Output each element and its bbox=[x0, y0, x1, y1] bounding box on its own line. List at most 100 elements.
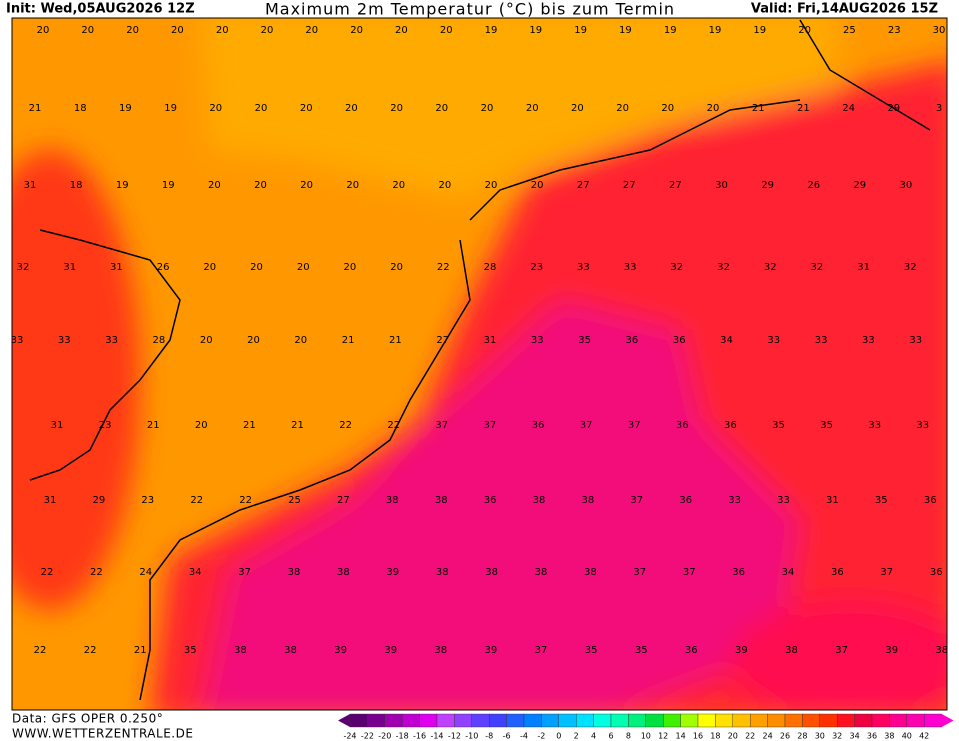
temperature-value: 36 bbox=[484, 495, 497, 506]
temperature-value: 21 bbox=[342, 335, 355, 346]
temperature-value: 36 bbox=[724, 420, 737, 431]
temperature-value: 19 bbox=[664, 25, 677, 36]
legend-tick-label: -4 bbox=[520, 732, 528, 741]
temperature-value: 37 bbox=[683, 567, 696, 578]
temperature-value: 33 bbox=[577, 262, 590, 273]
legend-swatch bbox=[819, 713, 838, 728]
temperature-value: 38 bbox=[584, 567, 597, 578]
temperature-value: 33 bbox=[868, 420, 881, 431]
temperature-value: 39 bbox=[386, 567, 399, 578]
temperature-value: 21 bbox=[291, 420, 304, 431]
temperature-value: 22 bbox=[34, 645, 47, 656]
temperature-value: 27 bbox=[623, 180, 636, 191]
legend-swatch bbox=[697, 713, 716, 728]
temperature-value: 20 bbox=[195, 420, 208, 431]
temperature-value: 38 bbox=[535, 567, 548, 578]
color-legend: -24 -22 -20 -18 -16 -14 -12 -10 -8 -6 -4 -2 0 2 4 6 8 10 1… bbox=[338, 713, 954, 741]
temperature-value: 38 bbox=[288, 567, 301, 578]
temperature-value: 20 bbox=[798, 25, 811, 36]
legend-swatch bbox=[906, 713, 925, 728]
temperature-value: 32 bbox=[17, 262, 30, 273]
temperature-value: 26 bbox=[157, 262, 170, 273]
temperature-value: 20 bbox=[254, 180, 267, 191]
legend-swatch bbox=[367, 713, 385, 728]
temperature-value: 20 bbox=[435, 103, 448, 114]
legend-tick-label: 38 bbox=[884, 732, 894, 741]
temperature-value: 22 bbox=[84, 645, 97, 656]
temperature-value: 25 bbox=[843, 25, 856, 36]
temperature-value: 33 bbox=[531, 335, 544, 346]
temperature-value: 38 bbox=[337, 567, 350, 578]
temperature-value: 20 bbox=[200, 335, 213, 346]
temperature-value: 38 bbox=[582, 495, 595, 506]
temperature-value: 33 bbox=[767, 335, 780, 346]
temperature-value: 32 bbox=[717, 262, 730, 273]
legend-tick-label: 12 bbox=[658, 732, 668, 741]
temperature-value: 20 bbox=[216, 25, 229, 36]
legend-swatch bbox=[402, 713, 420, 728]
temperature-value: 20 bbox=[208, 180, 221, 191]
temperature-value: 20 bbox=[526, 103, 539, 114]
temperature-value: 22 bbox=[339, 420, 352, 431]
legend-swatch bbox=[750, 713, 768, 728]
legend-swatch bbox=[593, 713, 612, 728]
temperature-value: 20 bbox=[707, 103, 720, 114]
legend-swatch bbox=[715, 713, 734, 728]
legend-swatch bbox=[576, 713, 594, 728]
legend-swatch bbox=[436, 713, 455, 728]
legend-swatch bbox=[541, 713, 560, 728]
temperature-value: 20 bbox=[440, 25, 453, 36]
legend-tick-label: -16 bbox=[413, 732, 426, 741]
temperature-value: 33 bbox=[862, 335, 875, 346]
temperature-value: 36 bbox=[532, 420, 545, 431]
legend-tick-label: 2 bbox=[574, 732, 579, 741]
temperature-value: 27 bbox=[436, 335, 449, 346]
legend-tick-label: 22 bbox=[745, 732, 755, 741]
temperature-value: 33 bbox=[909, 335, 922, 346]
temperature-value: 20 bbox=[300, 103, 313, 114]
temperature-value: 19 bbox=[529, 25, 542, 36]
legend-tick-label: -6 bbox=[503, 732, 511, 741]
legend-tick-label: 28 bbox=[797, 732, 807, 741]
legend-swatch bbox=[680, 713, 699, 728]
temperature-value: 20 bbox=[247, 335, 260, 346]
temperature-value: 20 bbox=[531, 180, 544, 191]
valid-label: Valid: Fri,14AUG2026 15Z bbox=[751, 2, 938, 17]
legend-tick-label: -20 bbox=[378, 732, 391, 741]
temperature-value: 24 bbox=[842, 103, 855, 114]
temperature-value: 32 bbox=[670, 262, 683, 273]
temperature-value: 35 bbox=[585, 645, 598, 656]
legend-swatch bbox=[837, 713, 855, 728]
temperature-value: 38 bbox=[386, 495, 399, 506]
temperature-value: 20 bbox=[616, 103, 629, 114]
legend-tick-label: 42 bbox=[919, 732, 929, 741]
legend-arrow-high bbox=[941, 714, 954, 727]
temperature-value: 20 bbox=[297, 262, 310, 273]
map-title: Maximum 2m Temperatur (°C) bis zum Termi… bbox=[265, 0, 675, 19]
legend-swatch bbox=[628, 713, 647, 728]
temperature-value: 33 bbox=[624, 262, 637, 273]
temperature-value: 37 bbox=[835, 645, 848, 656]
legend-swatch bbox=[471, 713, 490, 728]
legend-swatch bbox=[384, 713, 403, 728]
temperature-value: 30 bbox=[715, 180, 728, 191]
legend-swatch bbox=[489, 713, 507, 728]
temperature-value: 36 bbox=[831, 567, 844, 578]
temperature-value: 38 bbox=[935, 645, 948, 656]
temperature-value: 20 bbox=[661, 103, 674, 114]
temperature-value: 35 bbox=[184, 645, 197, 656]
legend-swatch bbox=[454, 713, 472, 728]
temperature-value: 33 bbox=[11, 335, 24, 346]
temperature-value: 37 bbox=[580, 420, 593, 431]
legend-tick-label: 16 bbox=[693, 732, 703, 741]
temperature-labels: 20 20 20 20 20 20 20 20 20 20 19 19 19 19 19 19 19 20 25 23… bbox=[11, 25, 949, 656]
temperature-value: 31 bbox=[484, 335, 497, 346]
temperature-value: 29 bbox=[853, 180, 866, 191]
temperature-value: 25 bbox=[288, 495, 301, 506]
temperature-value: 22 bbox=[437, 262, 450, 273]
legend-tick-label: -24 bbox=[343, 732, 356, 741]
temperature-value: 20 bbox=[344, 262, 357, 273]
temperature-value: 20 bbox=[126, 25, 139, 36]
temperature-value: 22 bbox=[387, 420, 400, 431]
temperature-value: 37 bbox=[435, 420, 448, 431]
